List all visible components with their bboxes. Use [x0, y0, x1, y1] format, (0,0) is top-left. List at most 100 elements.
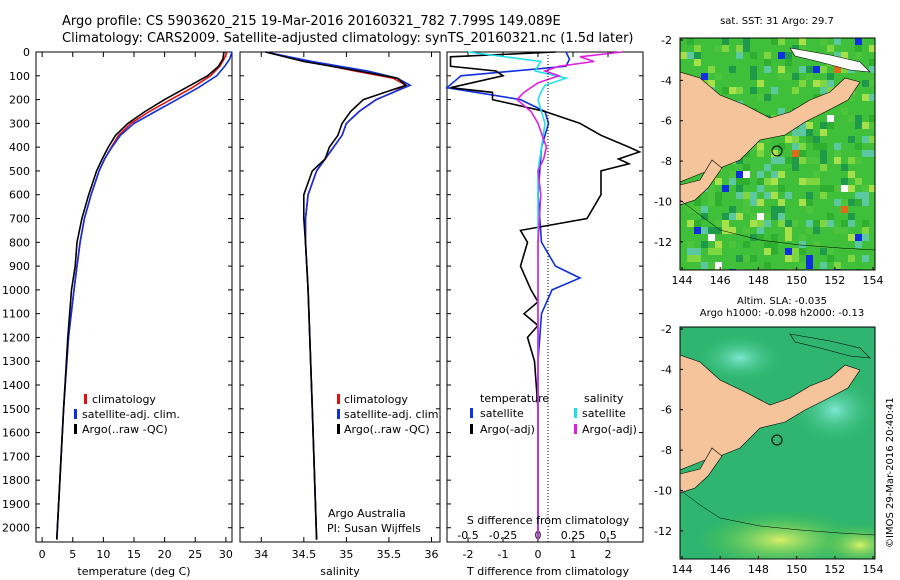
map-xtick-label: 146: [710, 563, 731, 576]
sst-cell: [806, 255, 813, 262]
sst-cell: [757, 234, 764, 241]
map-ytick-label: -10: [654, 195, 672, 208]
depth-tick-label: 500: [9, 165, 30, 178]
sst-cell: [820, 262, 827, 269]
sdiff-xlabel: S difference from climatology: [467, 514, 630, 527]
difference-plot: -2 -1 0 1 2-0.5 -0.25 0 0.25 0.5: [445, 51, 642, 561]
sst-cell: [813, 80, 820, 87]
sst-cell: [792, 220, 799, 227]
series-temperature-argo: [449, 51, 642, 540]
sst-cell: [701, 73, 708, 80]
sst-cell: [701, 206, 708, 213]
x-tick-label: 20: [158, 548, 172, 561]
sst-cell: [827, 255, 834, 262]
sst-cell: [771, 234, 778, 241]
depth-tick-label: 0: [23, 46, 30, 59]
sst-cell: [813, 136, 820, 143]
sst-cell: [771, 192, 778, 199]
sst-cell: [827, 80, 834, 87]
map-xtick-label: 146: [710, 274, 731, 287]
map-xtick-label: 148: [748, 274, 769, 287]
sst-cell: [820, 185, 827, 192]
sst-cell: [820, 192, 827, 199]
sst-cell: [680, 52, 687, 59]
x-tick-label: 1: [570, 548, 577, 561]
sst-cell: [687, 241, 694, 248]
sst-cell: [806, 66, 813, 73]
map-ytick-label: -10: [654, 484, 672, 497]
sst-cell: [778, 143, 785, 150]
sst-cell: [764, 52, 771, 59]
sst-cell: [729, 171, 736, 178]
sst-cell: [708, 80, 715, 87]
sst-cell: [792, 143, 799, 150]
sst-cell: [862, 122, 869, 129]
map-xtick-label: 152: [824, 563, 845, 576]
x-tick-label: 30: [219, 548, 233, 561]
sst-cell: [764, 185, 771, 192]
sst-cell: [834, 199, 841, 206]
sst-cell: [813, 241, 820, 248]
sst-cell: [834, 38, 841, 45]
sst-cell: [813, 143, 820, 150]
sst-cell: [820, 157, 827, 164]
map-xtick-label: 150: [786, 274, 807, 287]
sst-cell: [785, 220, 792, 227]
depth-tick-label: 1300: [2, 355, 30, 368]
sst-cell: [799, 262, 806, 269]
sst-cell: [799, 80, 806, 87]
x-tick-label: 0: [535, 548, 542, 561]
sst-cell: [869, 66, 875, 73]
sst-cell: [855, 157, 862, 164]
sst-cell: [750, 192, 757, 199]
sst-cell: [771, 178, 778, 185]
sst-cell: [806, 178, 813, 185]
sst-cell: [722, 87, 729, 94]
sst-cell: [701, 262, 708, 269]
sst-cell: [715, 241, 722, 248]
sst-cell: [820, 38, 827, 45]
sst-cell: [785, 52, 792, 59]
sst-cell: [827, 122, 834, 129]
sst-cell: [743, 45, 750, 52]
depth-tick-label: 1700: [2, 450, 30, 463]
sst-cell: [757, 94, 764, 101]
sst-cell: [827, 73, 834, 80]
s-tick-label: 0.25: [561, 529, 586, 542]
depth-tick-label: 100: [9, 70, 30, 83]
series-climatology: [56, 51, 228, 540]
legend2-satellite: satellite-adj. clim.: [344, 408, 442, 421]
sst-cell: [848, 185, 855, 192]
sst-cell: [687, 248, 694, 255]
sst-cell: [708, 227, 715, 234]
sst-cell: [722, 185, 729, 192]
depth-tick-label: 600: [9, 189, 30, 202]
sst-cell: [750, 52, 757, 59]
sst-cell: [757, 185, 764, 192]
sst-cell: [771, 185, 778, 192]
sst-cell: [855, 38, 862, 45]
sla-coast-line: [680, 489, 875, 536]
legend3-sal-sat: satellite: [582, 407, 626, 420]
sst-cell: [708, 185, 715, 192]
sla-axis: -2 -4 -6 -8 -10 -12 144 146 148 150 152 154: [654, 323, 883, 576]
sst-cell: [715, 220, 722, 227]
sst-cell: [729, 213, 736, 220]
sst-cell: [778, 66, 785, 73]
sst-cell: [799, 157, 806, 164]
sst-cell: [862, 150, 869, 157]
sst-cell: [813, 66, 820, 73]
sst-cell: [862, 234, 869, 241]
depth-tick-label: 1200: [2, 331, 30, 344]
sst-map: [679, 37, 876, 271]
sst-cell: [848, 94, 855, 101]
depth-axis: 0 100 200 300 400 500 600 700 800 900 1000 1100 1200…: [2, 46, 643, 535]
sst-cell: [862, 255, 869, 262]
sst-cell: [694, 199, 701, 206]
sst-cell: [778, 52, 785, 59]
map-xtick-label: 144: [672, 563, 693, 576]
sst-axis: -2 -4 -6 -8 -10 -12 144 146 148 150 152 154: [654, 34, 883, 287]
sst-cell: [869, 94, 875, 101]
sla-blob-1: [695, 333, 785, 383]
sst-cell: [729, 227, 736, 234]
